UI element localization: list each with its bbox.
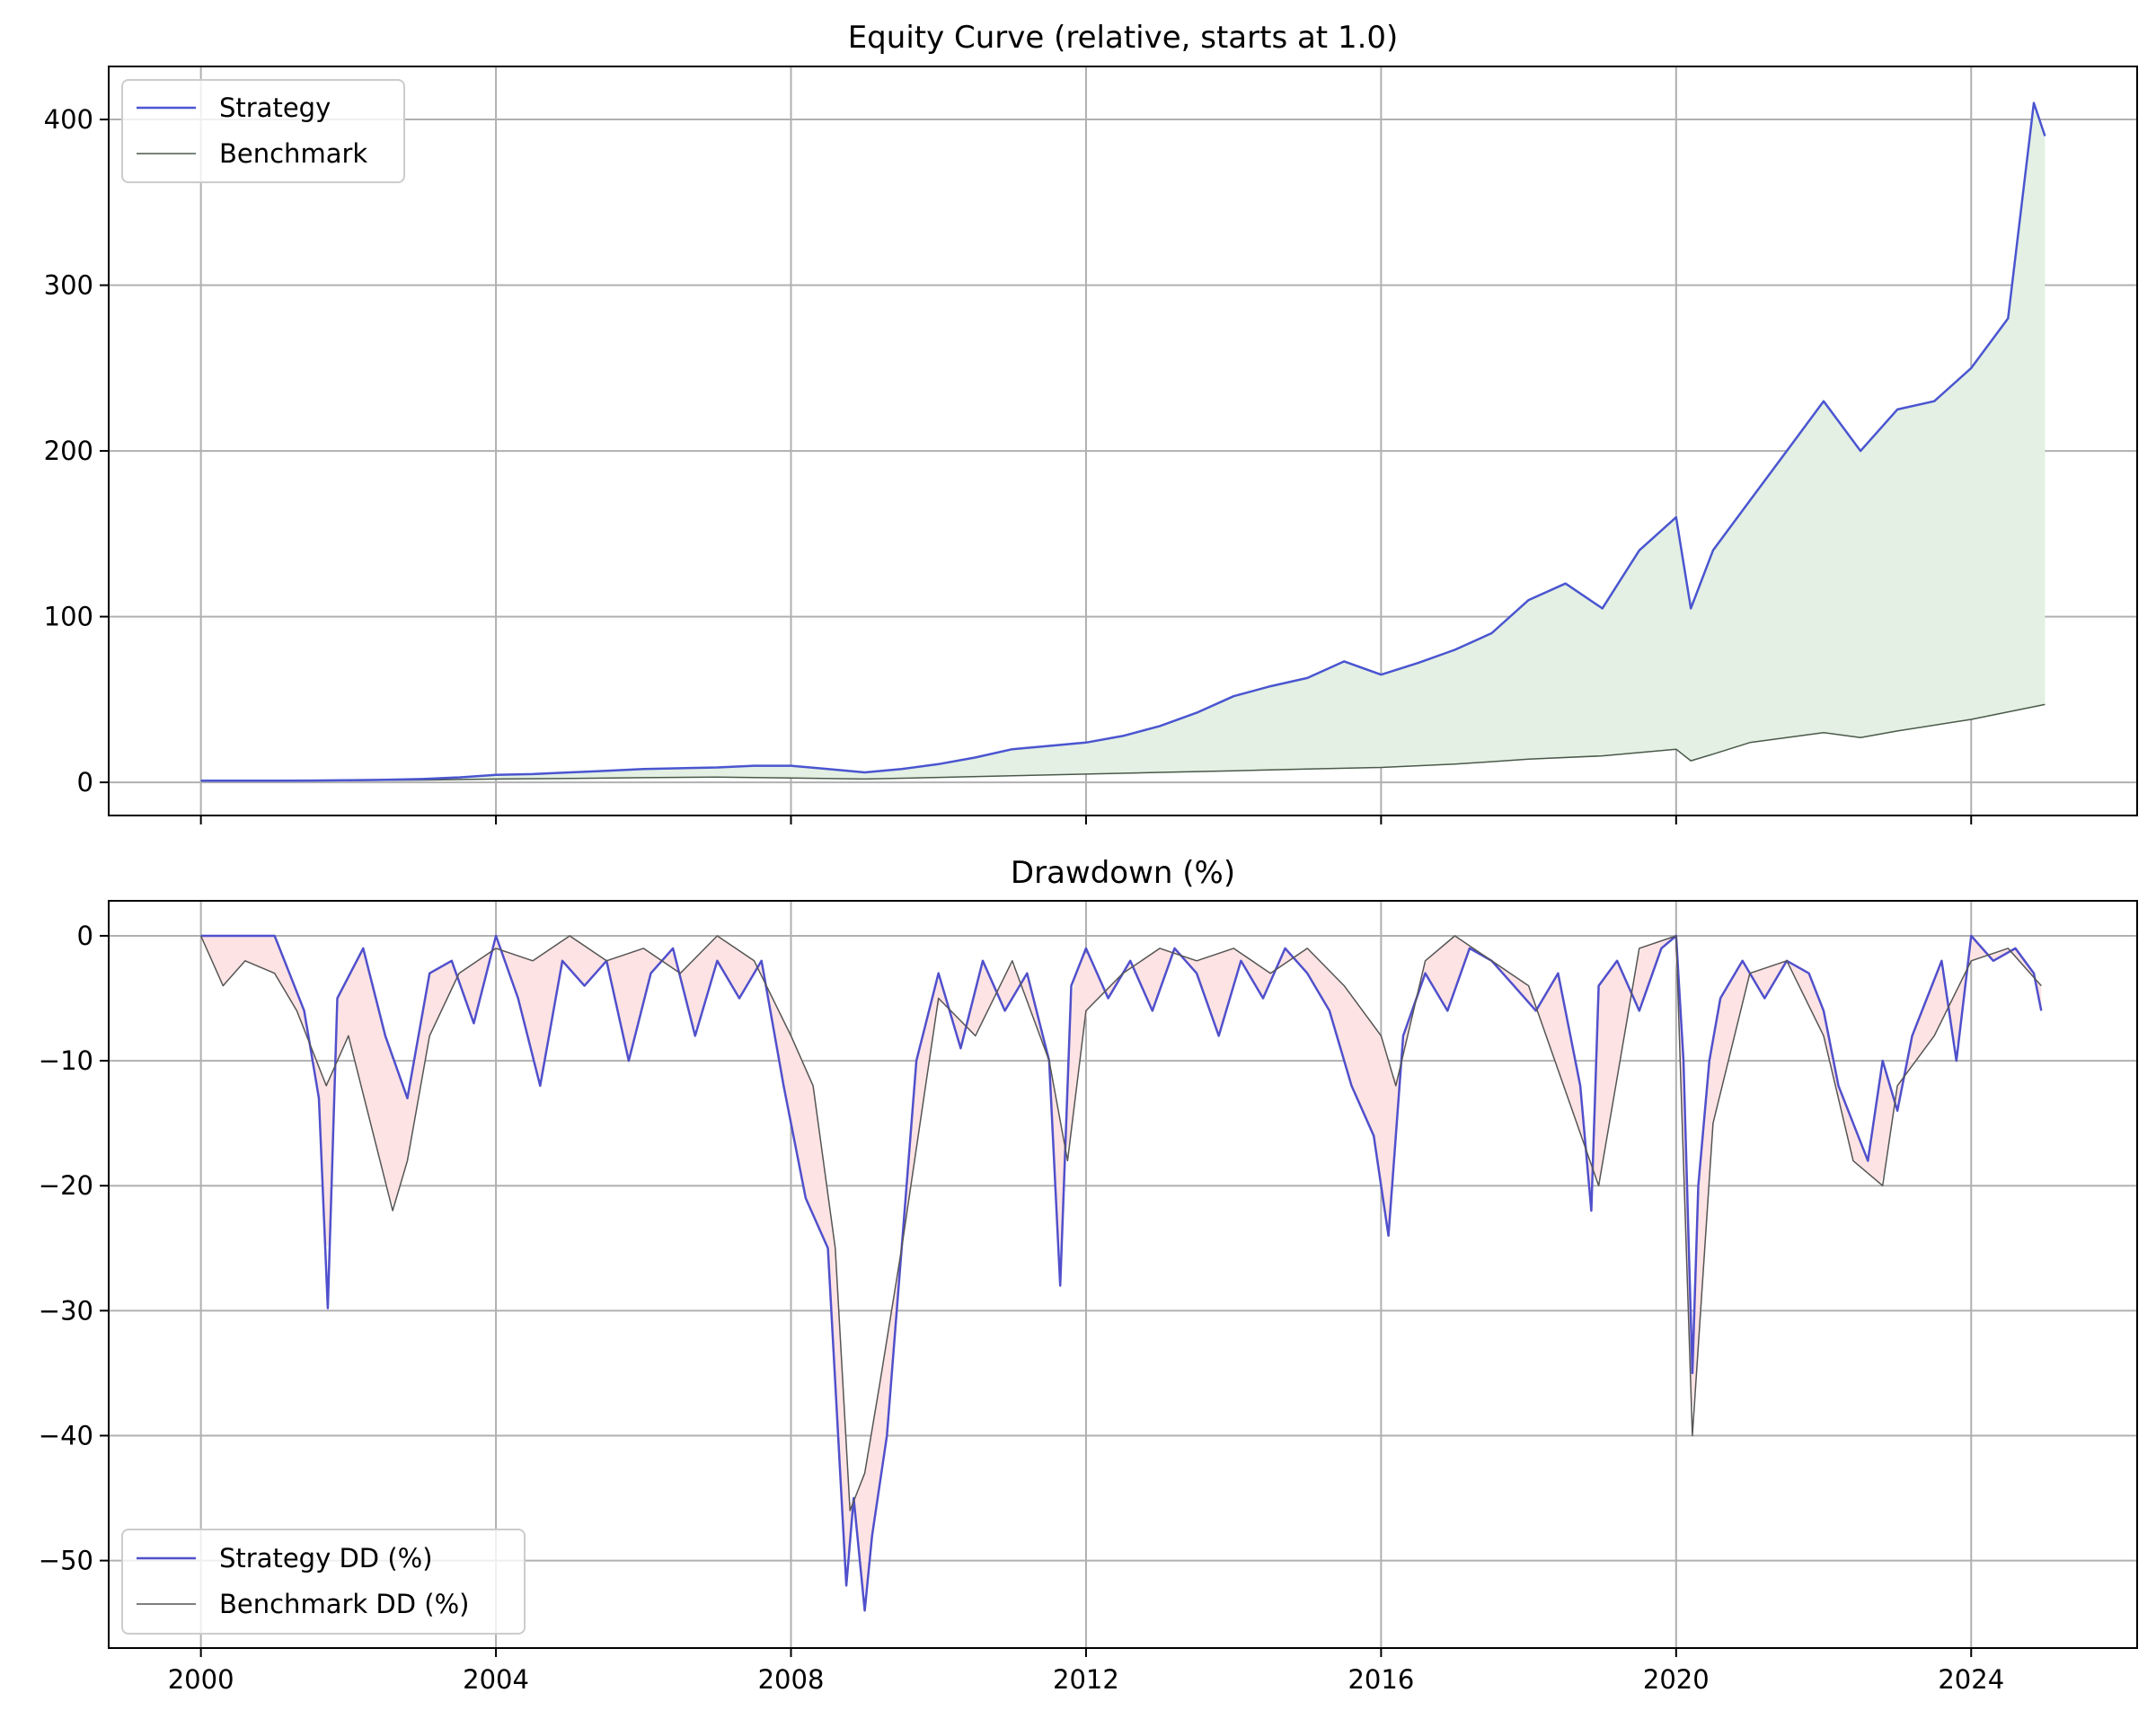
y-tick-label-300: 300 xyxy=(44,270,93,301)
drawdown-chart-title: Drawdown (%) xyxy=(1011,855,1235,891)
y-tick-label--10: −10 xyxy=(39,1045,93,1076)
x-tick-label-2020: 2020 xyxy=(1643,1664,1710,1695)
y-tick-label-100: 100 xyxy=(44,602,93,632)
series-line-strategy xyxy=(200,101,2046,782)
y-tick-label--40: −40 xyxy=(39,1420,93,1450)
drawdown-plot-frame xyxy=(108,900,2138,1649)
legend-label-benchmark: Benchmark xyxy=(219,138,367,169)
legend-label-strategy: Strategy xyxy=(219,93,331,123)
y-tick-label-200: 200 xyxy=(44,436,93,466)
x-tick-label-2004: 2004 xyxy=(463,1664,529,1695)
equity-curve-panel: Equity Curve (relative, starts at 1.0) 0… xyxy=(44,20,2138,824)
y-tick-label--20: −20 xyxy=(39,1170,93,1201)
y-tick-label-400: 400 xyxy=(44,104,93,135)
equity-axis-ticks: 0 100 200 300 400 xyxy=(44,104,1973,824)
x-tick-label-2008: 2008 xyxy=(758,1664,825,1695)
fill-between-area xyxy=(200,108,2046,781)
y-tick-label--30: −30 xyxy=(39,1295,93,1326)
drawdown-legend-box xyxy=(121,1529,526,1635)
drawdown-axis-ticks: 2000 2004 2008 2012 2016 2020 2024 0 −10 −20 −30 −4… xyxy=(39,921,2004,1695)
equity-chart-title: Equity Curve (relative, starts at 1.0) xyxy=(848,20,1399,56)
x-tick-label-2000: 2000 xyxy=(168,1664,234,1695)
x-tick-label-2012: 2012 xyxy=(1053,1664,1119,1695)
equity-legend-box xyxy=(121,79,405,183)
equity-legend: Strategy Benchmark xyxy=(121,79,405,183)
series-line-benchmark xyxy=(200,703,2046,782)
y-tick-label--50: −50 xyxy=(39,1546,93,1576)
drawdown-legend: Strategy DD (%) Benchmark DD (%) xyxy=(121,1529,526,1635)
legend-label-strategy-dd: Strategy DD (%) xyxy=(219,1543,433,1574)
x-tick-label-2016: 2016 xyxy=(1348,1664,1414,1695)
drawdown-series-lines xyxy=(199,934,2043,1612)
series-line-strategy-dd xyxy=(200,934,2043,1612)
series-line-benchmark-dd xyxy=(199,935,2042,1512)
equity-plot-frame xyxy=(108,66,2138,816)
drawdown-gridlines xyxy=(109,901,2137,1648)
equity-series-lines xyxy=(200,101,2046,782)
drawdown-panel: Drawdown (%) 2000 2004 2008 2012 2016 2020 202… xyxy=(39,855,2138,1695)
y-tick-label-0: 0 xyxy=(77,767,93,798)
x-tick-label-2024: 2024 xyxy=(1938,1664,2004,1695)
legend-label-benchmark-dd: Benchmark DD (%) xyxy=(219,1589,469,1619)
y-tick-label-0: 0 xyxy=(77,921,93,951)
equity-fill-between xyxy=(200,108,2046,781)
